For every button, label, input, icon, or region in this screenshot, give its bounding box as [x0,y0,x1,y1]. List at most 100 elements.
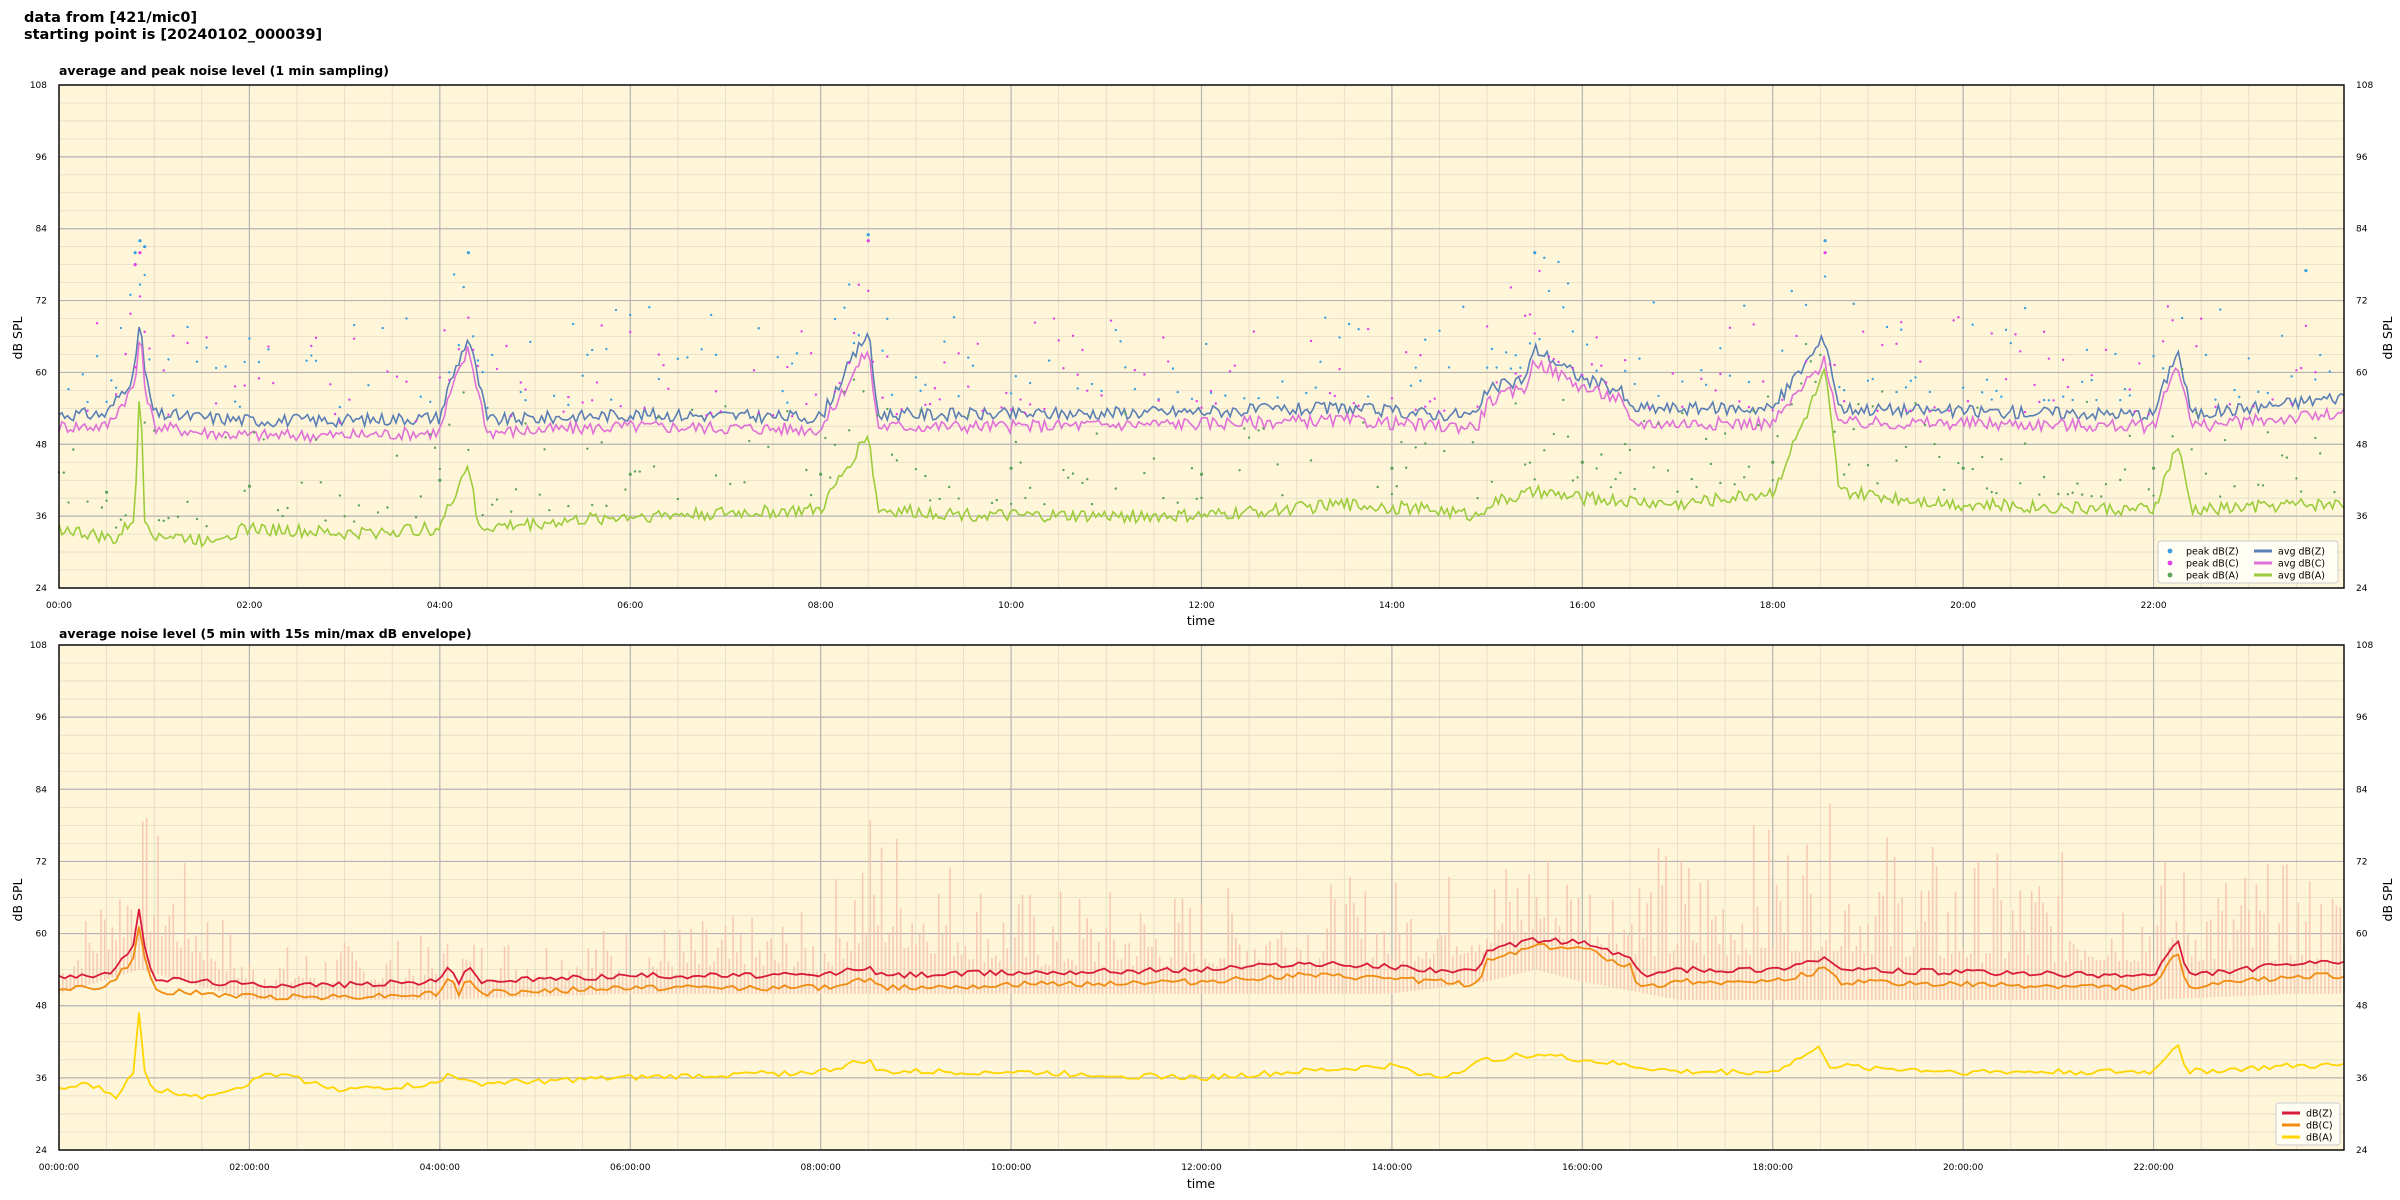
peak-point [2000,458,2003,461]
peak-point [1504,351,1508,354]
peak-point [1009,502,1013,506]
peak-point [1424,442,1427,445]
peak-point [1995,389,1998,393]
peak-point [1095,432,1098,435]
peak-point [1871,377,1874,381]
peak-point [2004,328,2008,332]
peak-point [1928,410,1932,413]
peak-point [629,330,632,334]
legend-label: avg dB(A) [2278,571,2325,582]
peak-point [452,273,456,276]
peak-point [1390,397,1394,400]
peak-point [719,410,722,413]
peak-point [1433,397,1436,400]
legend-marker [2167,560,2173,566]
peak-point [143,421,146,424]
peak-point [1024,412,1027,415]
peak-point [1638,357,1641,360]
peak-point [1633,382,1636,386]
peak-point [1657,394,1660,398]
peak-point [729,482,732,486]
peak-point [1971,323,1974,326]
peak-point [571,322,575,326]
peak-point [2119,398,2122,402]
peak-point [1176,390,1179,394]
peak-point [1842,473,1846,476]
peak-point [114,526,118,529]
peak-point [1733,483,1736,486]
peak-point [1571,479,1575,482]
peak-point [1595,467,1598,470]
peak-point [2252,405,2255,408]
peak-point [319,481,323,484]
peak-point [1909,409,1913,413]
peak-point [1747,465,1751,468]
peak-point [724,405,727,408]
peak-point [1904,386,1908,389]
y-tick-label-right: 60 [2356,930,2368,940]
peak-point [1876,482,1879,485]
peak-point [957,352,960,355]
x-tick-label: 02:00 [236,601,262,611]
peak-point [252,431,256,434]
series-line-db-c- [58,926,2345,1001]
peak-point [1990,332,1993,335]
peak-point [848,429,851,432]
x-tick-label: 20:00 [1950,601,1976,611]
peak-point [1914,402,1917,405]
peak-point [781,389,784,393]
peak-point [329,383,332,386]
peak-point [1243,397,1246,400]
peak-point [1957,461,1960,465]
legend-label: peak dB(Z) [2186,547,2239,558]
peak-point [1404,466,1408,469]
peak-point [1485,366,1489,369]
peak-point [590,348,594,352]
peak-point [1314,386,1317,389]
peak-point [1757,424,1760,427]
peak-point [2266,391,2270,395]
peak-point [581,374,584,377]
peak-point [1238,468,1241,472]
peak-point [709,313,713,317]
peak-point [1124,412,1127,415]
peak-point [195,517,199,521]
peak-point [833,390,837,393]
peak-point [357,504,361,507]
peak-point [1328,391,1332,395]
chart2-plot: 24 24 36 36 48 48 60 60 72 72 84 84 96 96 108 108 00:00:… [30,641,2374,1173]
peak-point [1109,319,1113,322]
peak-point [519,390,522,394]
peak-point [2219,308,2222,311]
peak-point [376,511,380,514]
peak-point [1533,478,1536,481]
peak-point [1419,379,1422,382]
peak-point [138,295,142,298]
peak-point [471,348,475,352]
peak-point [1961,386,1965,389]
peak-point [1404,351,1408,354]
peak-point [1409,384,1413,387]
peak-point [105,499,108,502]
peak-point [1485,325,1489,328]
peak-point [2128,394,2131,397]
peak-point [1990,398,1993,401]
peak-point [895,459,899,462]
peak-point [1719,347,1722,350]
peak-point [676,357,680,361]
peak-point [2280,454,2284,457]
peak-point [767,445,770,449]
legend-label: dB(C) [2306,1121,2333,1132]
peak-point [876,414,879,417]
peak-point [957,394,960,398]
chart2-ylabel-left: dB SPL [10,879,25,922]
peak-point [262,438,265,441]
y-tick-label-right: 24 [2356,1146,2368,1156]
peak-point [1795,334,1798,338]
peak-point [938,398,941,401]
peak-point [1833,430,1836,433]
peak-point [1576,476,1579,479]
y-tick-label-right: 96 [2356,153,2368,163]
peak-point [1076,387,1079,390]
peak-point [552,394,556,398]
